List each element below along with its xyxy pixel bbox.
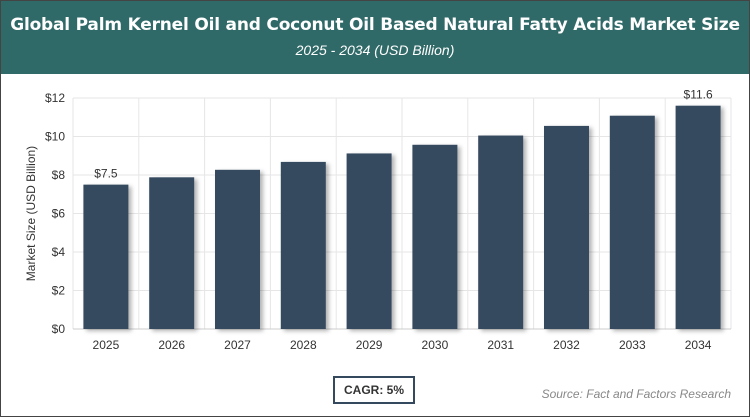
data-label: $11.6 [684, 88, 713, 102]
y-axis-label: Market Size (USD Billion) [24, 146, 38, 281]
cagr-badge: CAGR: 5% [333, 376, 415, 404]
bar-2033 [609, 115, 655, 330]
bar-2030 [412, 144, 458, 329]
x-tick-label: 2034 [685, 338, 712, 352]
chart-header: Global Palm Kernel Oil and Coconut Oil B… [1, 1, 749, 74]
x-tick-label: 2029 [356, 338, 383, 352]
bar-2027 [215, 169, 260, 329]
y-tick-label: $4 [52, 245, 66, 259]
x-tick-label: 2027 [224, 338, 251, 352]
bar-2025 [83, 184, 129, 329]
x-tick-label: 2028 [290, 338, 317, 352]
bar-chart: $0 $2 $4 $6 $8 $10 $12 2025 $7.5 2026 2027 2028 2029… [24, 88, 732, 352]
bar-2028 [280, 161, 326, 329]
x-tick-label: 2031 [487, 338, 514, 352]
bar-2031 [478, 135, 524, 329]
x-tick-label: 2026 [158, 338, 185, 352]
y-tick-label: $0 [52, 322, 66, 336]
y-tick-label: $12 [45, 91, 65, 105]
source-note: Source: Fact and Factors Research [541, 387, 731, 401]
bar-2029 [346, 153, 392, 329]
y-tick-label: $8 [52, 168, 66, 182]
bar-2034 [675, 105, 721, 329]
chart-subtitle: 2025 - 2034 (USD Billion) [295, 42, 455, 58]
bar-2026 [149, 177, 195, 329]
x-tick-label: 2032 [553, 338, 580, 352]
x-tick-label: 2025 [93, 338, 120, 352]
x-tick-label: 2030 [422, 338, 449, 352]
data-label: $7.5 [94, 167, 118, 181]
bar-2032 [544, 125, 589, 329]
x-tick-label: 2033 [619, 338, 646, 352]
chart-title: Global Palm Kernel Oil and Coconut Oil B… [10, 15, 740, 35]
y-tick-label: $6 [52, 207, 66, 221]
y-tick-label: $2 [52, 284, 66, 298]
y-tick-label: $10 [45, 130, 65, 144]
